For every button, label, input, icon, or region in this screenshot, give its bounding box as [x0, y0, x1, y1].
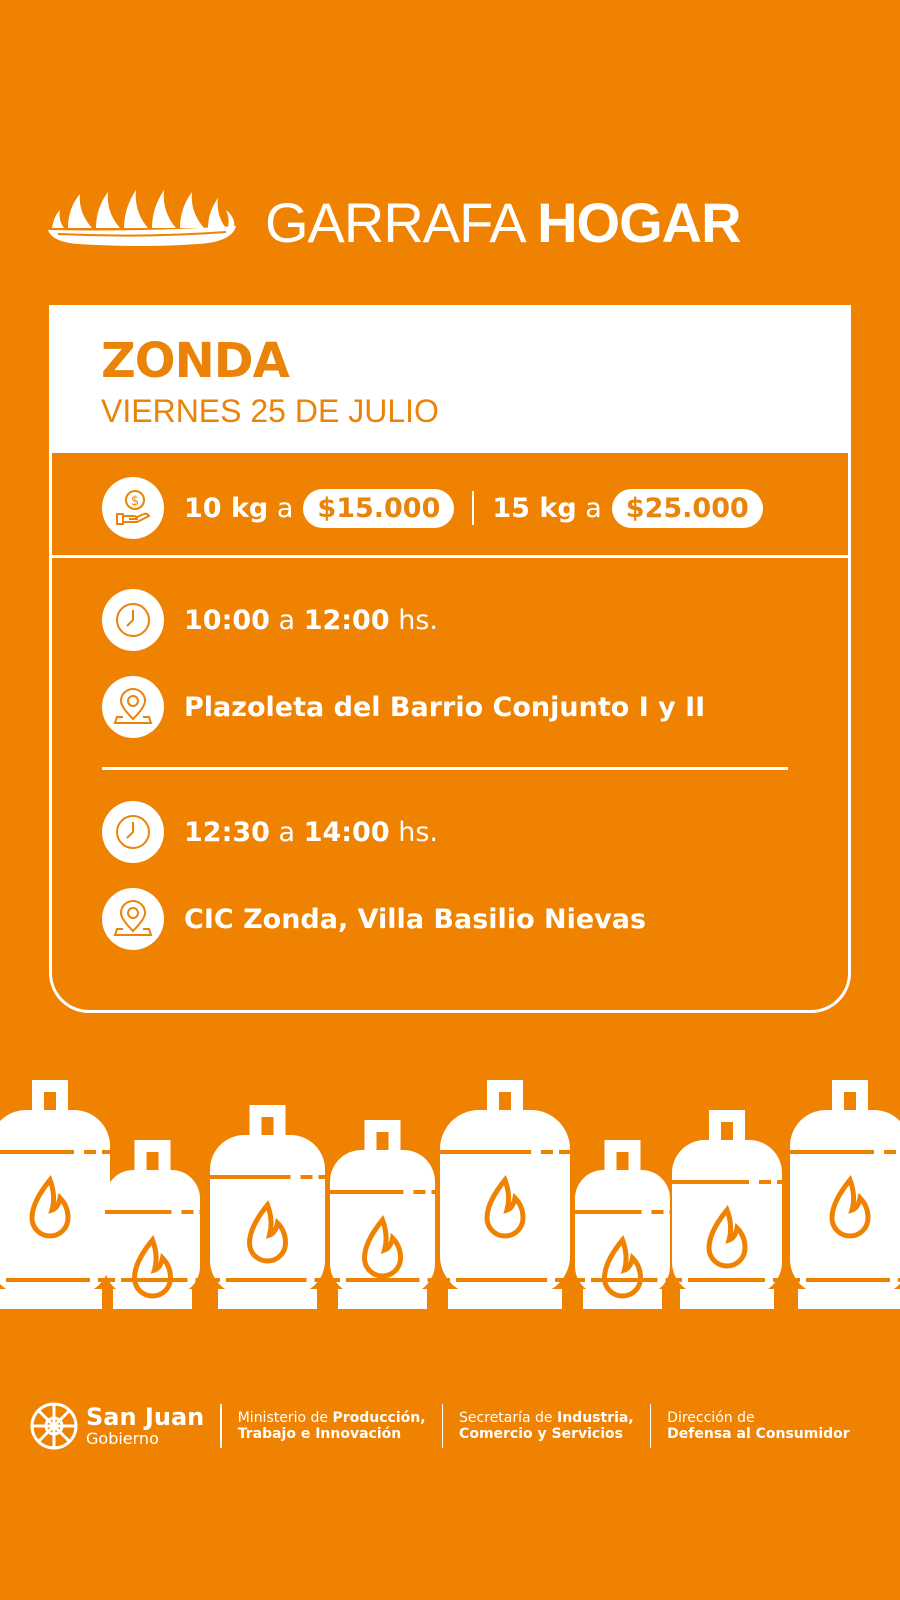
- org-secretaria: Secretaría de Industria, Comercio y Servi…: [459, 1410, 634, 1442]
- flames-crown-icon: [48, 190, 236, 246]
- gas-cylinder-icon: [790, 1080, 900, 1309]
- divider: [102, 767, 788, 770]
- divider: [472, 491, 475, 525]
- footer: San Juan Gobierno Ministerio de Producci…: [28, 1400, 850, 1452]
- time-slot-1: 10:00 a 12:00 hs.: [102, 589, 438, 651]
- event-date: VIERNES 25 DE JULIO: [101, 393, 439, 429]
- time-slot-2: 12:30 a 14:00 hs.: [102, 801, 438, 863]
- location-2: CIC Zonda, Villa Basilio Nievas: [102, 888, 646, 950]
- divider: [52, 555, 848, 558]
- info-card: ZONDA VIERNES 25 DE JULIO $ 10 kg a $15.…: [49, 305, 851, 1013]
- price-15kg: $25.000: [611, 488, 763, 528]
- card-header: ZONDA VIERNES 25 DE JULIO: [49, 305, 851, 453]
- org-direccion: Dirección de Defensa al Consumidor: [667, 1410, 850, 1442]
- gas-cylinder-icon: [210, 1105, 325, 1309]
- san-juan-logo-icon: [30, 1402, 78, 1450]
- location-pin-icon: [102, 888, 164, 950]
- brand-sub: Gobierno: [86, 1428, 159, 1448]
- gas-cylinder-icon: [330, 1120, 435, 1309]
- gas-cylinder-icon: [440, 1080, 570, 1309]
- town-name: ZONDA: [101, 333, 290, 389]
- gas-cylinder-icon: [105, 1140, 200, 1309]
- svg-text:$: $: [131, 494, 139, 509]
- clock-icon: [102, 589, 164, 651]
- money-hand-icon: $: [102, 477, 164, 539]
- price-10kg: $15.000: [303, 488, 455, 528]
- gas-cylinder-icon: [575, 1140, 670, 1309]
- gas-cylinder-icon: [672, 1110, 782, 1309]
- brand-name: San Juan: [86, 1402, 205, 1431]
- location-pin-icon: [102, 676, 164, 738]
- clock-icon: [102, 801, 164, 863]
- location-1: Plazoleta del Barrio Conjunto I y II: [102, 676, 705, 738]
- page-title: GARRAFA HOGAR: [265, 191, 742, 254]
- gas-cylinders-illustration: [0, 1080, 900, 1309]
- gas-cylinder-icon: [0, 1080, 110, 1309]
- org-ministerio: Ministerio de Producción, Trabajo e Innov…: [237, 1410, 426, 1442]
- price-row: $ 10 kg a $15.000 15 kg a $25.000: [102, 477, 763, 539]
